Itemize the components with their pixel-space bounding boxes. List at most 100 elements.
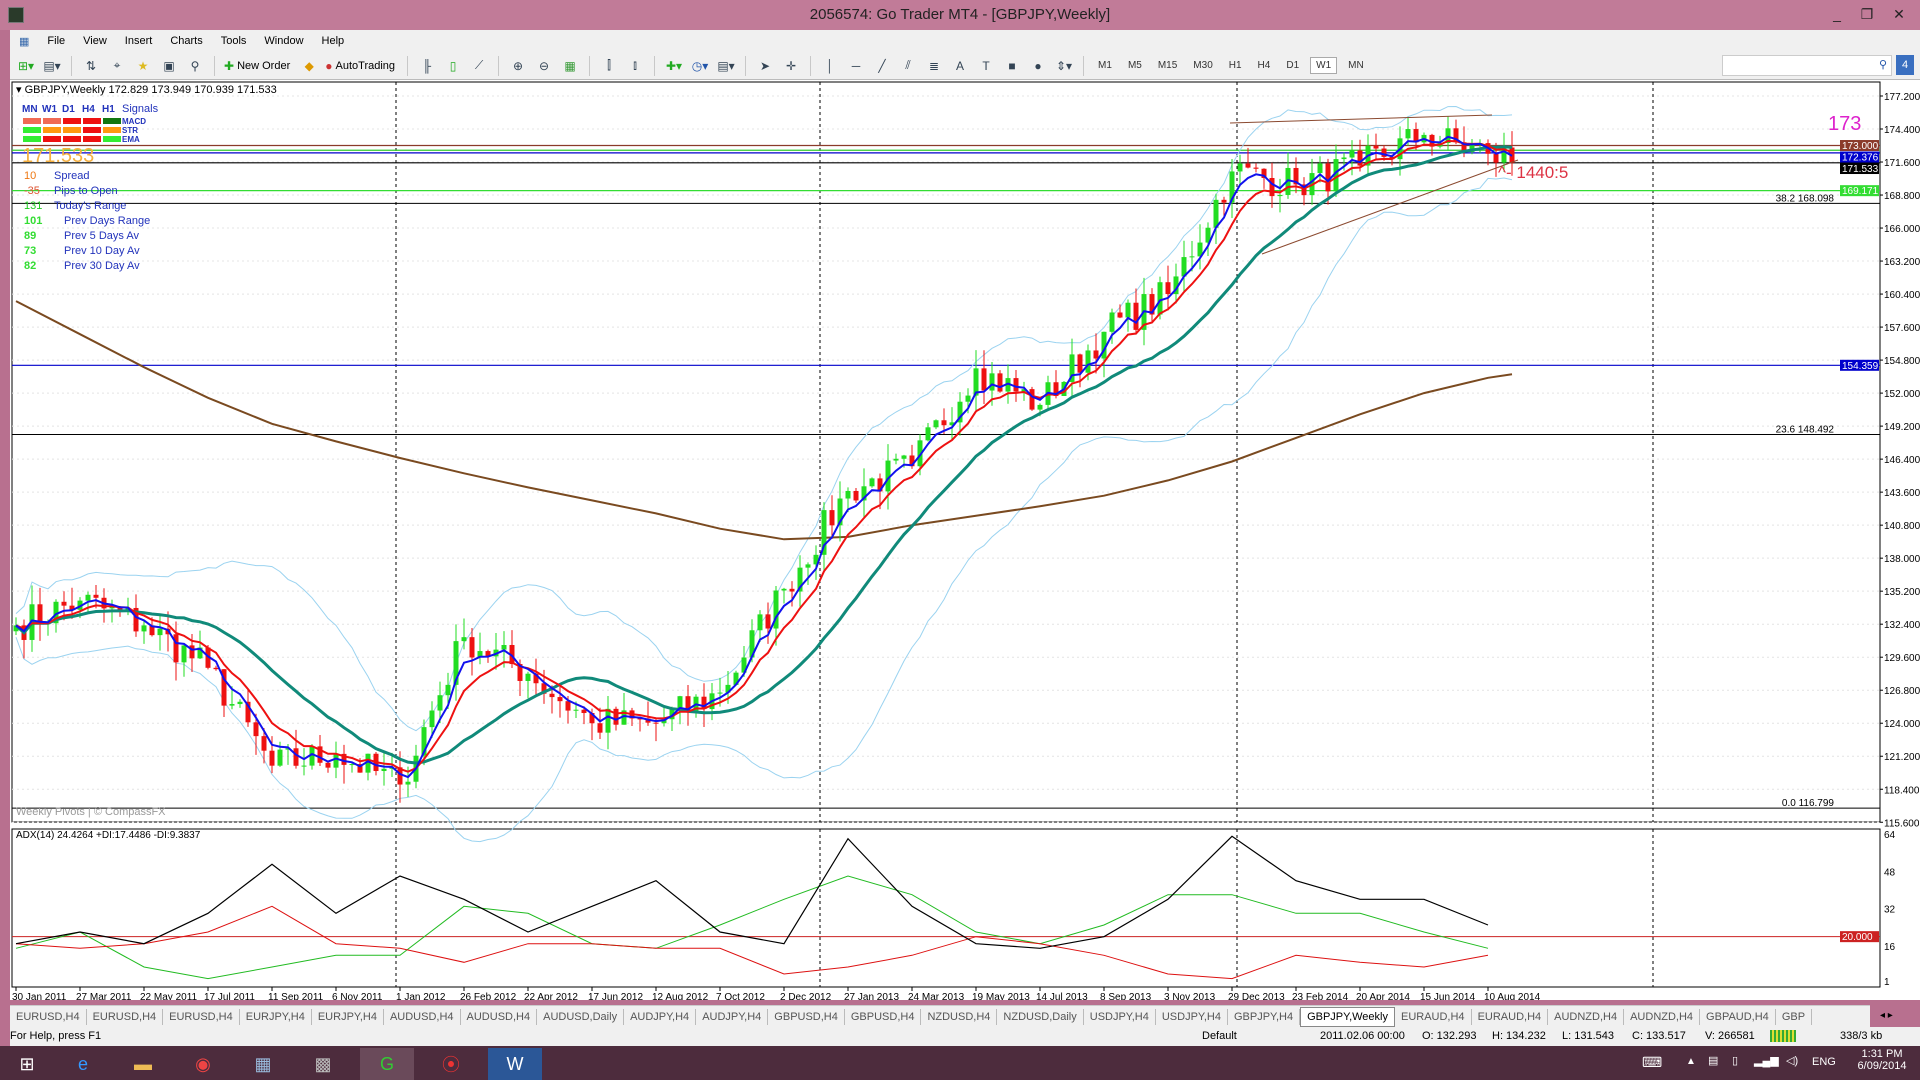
chart-tab[interactable]: AUDUSD,Daily (537, 1008, 625, 1025)
market-watch-icon[interactable]: ⇅ (85, 58, 97, 73)
terminal-icon[interactable]: ▣ (163, 58, 175, 73)
clock[interactable]: 1:31 PM 6/09/2014 (1850, 1048, 1914, 1072)
tabs-scroll-icon[interactable]: ◂ ▸ (1880, 1010, 1893, 1021)
chart-tab[interactable]: NZDUSD,H4 (921, 1008, 998, 1025)
templates-icon[interactable]: ▤▾ (717, 58, 735, 73)
app-icon[interactable]: ▩ (314, 1053, 332, 1074)
chart-tab[interactable]: EURUSD,H4 (10, 1008, 87, 1025)
menu-tools[interactable]: Tools (220, 35, 247, 47)
timeframe-m15[interactable]: M15 (1157, 60, 1178, 71)
chart-tab[interactable]: AUDUSD,H4 (384, 1008, 461, 1025)
zoom-in-icon[interactable]: ⊕ (513, 58, 524, 73)
search-icon[interactable]: ⚲ (1878, 59, 1887, 71)
notifications-icon[interactable]: 4 (1896, 55, 1914, 75)
new-chart-icon[interactable]: ⊞▾ (17, 58, 35, 73)
start-icon[interactable]: ⊞ (19, 1053, 35, 1074)
battery-icon[interactable]: ▯ (1732, 1055, 1739, 1067)
timeframe-mn[interactable]: MN (1348, 60, 1364, 71)
mdi-icon[interactable]: ▦ (19, 35, 30, 48)
horizontal-line-icon[interactable]: ─ (851, 58, 861, 73)
bar-chart-icon[interactable]: ╟ (422, 58, 432, 73)
volume-icon[interactable]: ◁) (1786, 1055, 1799, 1067)
text-label-icon[interactable]: T (982, 58, 990, 73)
candlestick-icon[interactable]: ▯ (449, 58, 457, 73)
menu-window[interactable]: Window (264, 35, 304, 47)
search-input[interactable]: ⚲ (1722, 55, 1892, 76)
candle-body (365, 753, 371, 773)
chart-tab[interactable]: AUDJPY,H4 (624, 1008, 697, 1025)
favorites-icon[interactable]: ★ (137, 58, 149, 73)
chart-tab[interactable]: AUDJPY,H4 (696, 1008, 769, 1025)
autoscroll-icon[interactable]: ⫿ (607, 58, 611, 72)
timeframe-h1[interactable]: H1 (1228, 60, 1242, 71)
rectangle-icon[interactable]: ■ (1008, 58, 1016, 73)
chart-tab[interactable]: GBP (1776, 1008, 1813, 1025)
chart-tab[interactable]: GBPUSD,H4 (768, 1008, 845, 1025)
chart-tab[interactable]: GBPJPY,Weekly (1300, 1006, 1395, 1027)
menu-file[interactable]: File (47, 35, 66, 47)
chart-tab[interactable]: USDJPY,H4 (1156, 1008, 1228, 1025)
equidistant-channel-icon[interactable]: ⫽ (905, 58, 911, 72)
minimize-button[interactable]: _ (1833, 6, 1841, 22)
tile-windows-icon[interactable]: ▦ (564, 58, 576, 73)
chart-shift-icon[interactable]: ⫾ (633, 58, 637, 72)
navigator-icon[interactable]: ⌖ (113, 58, 121, 72)
chart-tab[interactable]: EURUSD,H4 (87, 1008, 164, 1025)
menu-charts[interactable]: Charts (170, 35, 203, 47)
chart-tab[interactable]: AUDUSD,H4 (461, 1008, 538, 1025)
chart-tab[interactable]: NZDUSD,Daily (997, 1008, 1084, 1025)
timeframe-m5[interactable]: M5 (1127, 60, 1142, 71)
network-icon[interactable]: ▂▄▆ (1754, 1055, 1779, 1067)
calculator-icon[interactable]: ▦ (254, 1053, 272, 1074)
chart-tab[interactable]: GBPUSD,H4 (845, 1008, 922, 1025)
crosshair-icon[interactable]: ✛ (786, 58, 797, 73)
ie-icon[interactable]: e (77, 1053, 88, 1074)
metatrader-icon[interactable]: G (360, 1048, 414, 1080)
language-indicator[interactable]: ENG (1812, 1056, 1836, 1068)
price-chart[interactable]: 38.2 168.098 23.6 148.492 0.0 116.799 177.… (0, 80, 1920, 1000)
chrome-icon[interactable]: ◉ (195, 1053, 211, 1074)
chart-tab[interactable]: EURUSD,H4 (163, 1008, 240, 1025)
chart-tab[interactable]: USDJPY,H4 (1084, 1008, 1156, 1025)
chart-tab[interactable]: EURAUD,H4 (1472, 1008, 1549, 1025)
chart-tab[interactable]: GBPJPY,H4 (1228, 1008, 1301, 1025)
timeframe-w1[interactable]: W1 (1310, 57, 1338, 74)
timeframe-m1[interactable]: M1 (1098, 60, 1112, 71)
timeframe-d1[interactable]: D1 (1286, 60, 1300, 71)
timeframe-h4[interactable]: H4 (1257, 60, 1271, 71)
menu-insert[interactable]: Insert (124, 35, 153, 47)
ellipse-icon[interactable]: ● (1034, 58, 1042, 73)
explorer-icon[interactable]: ▬ (134, 1053, 152, 1074)
trading-app-icon[interactable]: ⦿ (442, 1055, 460, 1075)
word-icon[interactable]: W (488, 1048, 542, 1080)
line-chart-icon[interactable]: ⟋ (474, 58, 484, 72)
menu-help[interactable]: Help (321, 35, 345, 47)
chart-tab[interactable]: AUDNZD,H4 (1548, 1008, 1625, 1025)
strategy-tester-icon[interactable]: ⚲ (190, 58, 200, 73)
new-order-button[interactable]: ✚ New Order (224, 56, 293, 76)
arrows-icon[interactable]: ⇕▾ (1055, 58, 1073, 73)
metaeditor-icon[interactable]: ◆ (304, 58, 314, 73)
zoom-out-icon[interactable]: ⊖ (539, 58, 550, 73)
close-button[interactable]: ✕ (1893, 6, 1905, 22)
action-center-icon[interactable]: ▤ (1708, 1055, 1719, 1067)
text-icon[interactable]: A (956, 58, 965, 73)
autotrading-button[interactable]: ● AutoTrading (325, 56, 398, 76)
chart-tab[interactable]: EURAUD,H4 (1395, 1008, 1472, 1025)
timeframe-m30[interactable]: M30 (1193, 60, 1213, 71)
chart-tab[interactable]: EURJPY,H4 (240, 1008, 312, 1025)
menu-view[interactable]: View (83, 35, 107, 47)
maximize-button[interactable]: ❐ (1860, 6, 1874, 22)
chart-tab[interactable]: GBPAUD,H4 (1700, 1008, 1776, 1025)
cursor-icon[interactable]: ➤ (760, 58, 771, 73)
indicators-icon[interactable]: ✚▾ (665, 58, 683, 73)
profiles-icon[interactable]: ▤▾ (43, 58, 61, 73)
periods-icon[interactable]: ◷▾ (691, 58, 709, 73)
fibonacci-icon[interactable]: ≣ (929, 58, 940, 73)
chart-tab[interactable]: EURJPY,H4 (312, 1008, 384, 1025)
keyboard-icon[interactable]: ⌨ (1642, 1054, 1663, 1070)
chart-tab[interactable]: AUDNZD,H4 (1624, 1008, 1701, 1025)
tray-expand-icon[interactable]: ▲ (1686, 1056, 1696, 1067)
vertical-line-icon[interactable]: │ (826, 58, 834, 73)
trendline-icon[interactable]: ╱ (878, 58, 886, 73)
